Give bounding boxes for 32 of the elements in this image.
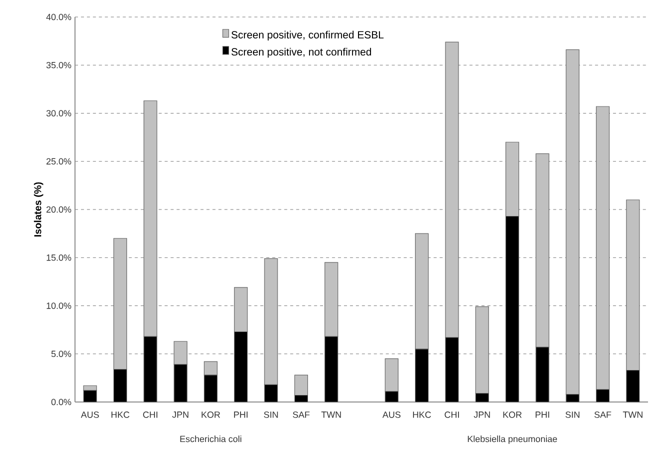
x-tick-label: SAF bbox=[594, 412, 612, 418]
x-tick-label: TWN bbox=[622, 412, 642, 418]
x-tick-label: JPN bbox=[474, 412, 490, 418]
x-tick-label: KOR bbox=[202, 412, 220, 418]
x-tick-label: SAF bbox=[292, 412, 310, 418]
x-tick-label: JPN bbox=[172, 412, 188, 418]
text: Escherichia coli bbox=[180, 436, 242, 442]
y-tick-label: 35.0% bbox=[46, 62, 72, 68]
y-tick-label: 30.0% bbox=[46, 110, 72, 116]
x-tick-label: SIN bbox=[264, 412, 278, 418]
y-tick-label: 0.0% bbox=[51, 398, 72, 406]
y-axis-title: Isolates (%) bbox=[34, 182, 44, 237]
x-tick-label: CHI bbox=[444, 412, 459, 418]
legend-label: Screen positive, confirmed ESBL bbox=[231, 30, 384, 41]
text: Klebsiella pneumoniae bbox=[468, 436, 557, 444]
x-tick-label: CHI bbox=[143, 412, 158, 418]
x-tick-label: PHI bbox=[536, 412, 550, 418]
legend-label: Screen positive, not confirmed bbox=[231, 48, 372, 58]
y-tick-label: 40.0% bbox=[46, 14, 72, 20]
x-tick-label: KOR bbox=[503, 412, 522, 418]
y-tick-label: 20.0% bbox=[46, 206, 72, 213]
x-tick-label: HKC bbox=[112, 412, 130, 418]
y-tick-label: 10.0% bbox=[46, 302, 72, 309]
x-tick-label: AUS bbox=[382, 412, 400, 418]
y-tick-label: 25.0% bbox=[46, 158, 72, 165]
y-tick-label: 15.0% bbox=[46, 254, 72, 261]
x-tick-label: PHI bbox=[234, 412, 248, 418]
y-tick-label: 5.0% bbox=[51, 350, 72, 358]
x-tick-label: TWN bbox=[321, 412, 341, 418]
x-tick-label: HKC bbox=[413, 412, 431, 418]
x-tick-label: SIN bbox=[566, 412, 580, 418]
x-tick-label: AUS bbox=[80, 412, 99, 418]
